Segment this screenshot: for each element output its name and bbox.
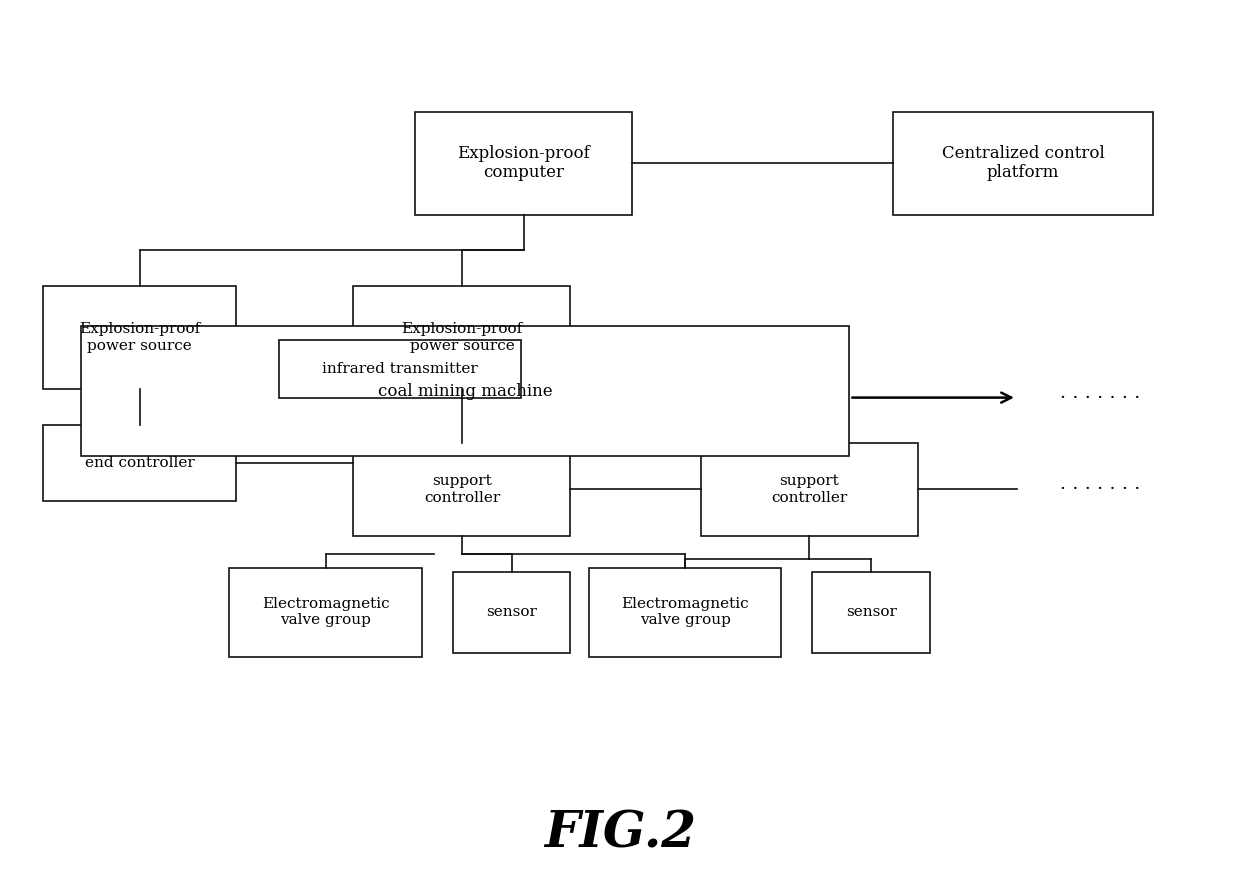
Text: infrared transmitter: infrared transmitter [322,362,477,375]
FancyBboxPatch shape [229,568,422,657]
Text: Explosion-proof
power source: Explosion-proof power source [402,323,522,352]
FancyBboxPatch shape [353,443,570,536]
FancyBboxPatch shape [893,112,1153,215]
Text: sensor: sensor [846,605,897,620]
FancyBboxPatch shape [279,340,521,398]
FancyBboxPatch shape [589,568,781,657]
FancyBboxPatch shape [453,572,570,653]
Text: · · · · · · ·: · · · · · · · [1060,480,1141,499]
Text: Centralized control
platform: Centralized control platform [941,145,1105,181]
FancyBboxPatch shape [81,326,849,456]
Text: FIG.2: FIG.2 [544,809,696,858]
Text: coal mining machine: coal mining machine [378,383,552,400]
FancyBboxPatch shape [415,112,632,215]
Text: end controller: end controller [84,456,195,469]
FancyBboxPatch shape [812,572,930,653]
Text: support
controller: support controller [771,475,847,504]
FancyBboxPatch shape [43,286,236,389]
Text: support
controller: support controller [424,475,500,504]
FancyBboxPatch shape [43,425,236,501]
Text: · · · · · · ·: · · · · · · · [1060,389,1141,407]
FancyBboxPatch shape [701,443,918,536]
Text: Explosion-proof
power source: Explosion-proof power source [79,323,200,352]
FancyBboxPatch shape [353,286,570,389]
Text: Explosion-proof
computer: Explosion-proof computer [458,145,590,181]
Text: Electromagnetic
valve group: Electromagnetic valve group [621,597,749,628]
Text: sensor: sensor [486,605,537,620]
Text: Electromagnetic
valve group: Electromagnetic valve group [262,597,389,628]
